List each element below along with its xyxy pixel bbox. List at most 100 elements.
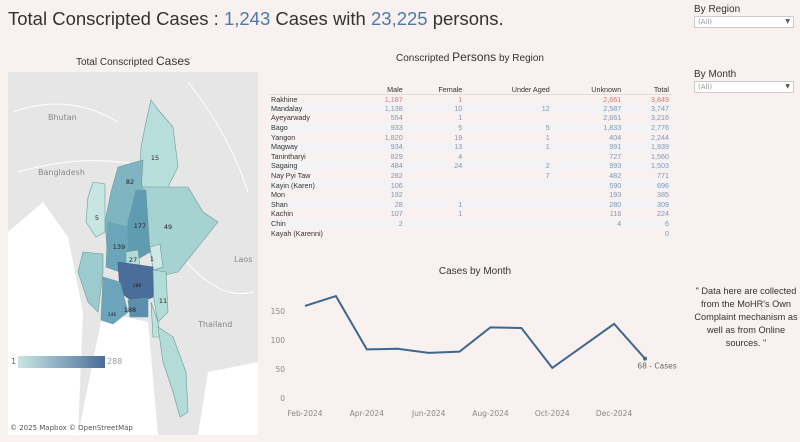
map-svg: Bhutan Bangladesh Laos Thailand 15 82 5 … [8,72,258,435]
table-row[interactable]: Tanintharyi 829 4 727 1,560 [268,152,672,162]
region-map[interactable]: Bhutan Bangladesh Laos Thailand 15 82 5 … [8,72,258,435]
region-rakhine[interactable] [77,251,104,313]
x-tick-label: Jun-2024 [411,409,446,418]
cell-value: 2 [358,218,406,229]
legend-min: 1 [11,357,17,366]
region-name: Magway [268,141,358,152]
table-row[interactable]: Sagaing 484 24 2 993 1,503 [268,161,672,171]
table-row[interactable]: Bago 933 5 5 1,833 2,776 [268,122,672,133]
place-label-bhutan: Bhutan [48,113,77,122]
table-row[interactable]: Nay Pyi Taw 282 7 482 771 [268,171,672,181]
borders [12,81,254,295]
cell-value: 3,747 [624,103,672,114]
map-value-kayah: 1 [150,255,154,263]
region-filter-dropdown[interactable]: (All) ▼ [694,16,794,28]
cell-value [465,113,552,123]
data-point[interactable] [643,356,647,361]
table-title-part: by Region [496,53,544,64]
data-source-note: " Data here are collected from the MoHR'… [694,286,798,348]
map-value-shan: 49 [164,223,172,231]
region-kayah[interactable] [149,243,164,271]
region-kayin[interactable] [152,269,169,323]
x-tick-label: Oct-2024 [535,409,570,418]
region-name: Chin [268,218,358,229]
cases-by-month-chart[interactable]: 0 50 100 150 Feb-2024 Apr-2024 Jun-2024 Aug-202… [265,280,685,420]
cell-value: 2,244 [651,132,669,142]
map-value-ayeyarwady: 146 [108,312,117,318]
cases-count: 1,243 [223,8,271,29]
cell-value: 829 [390,151,403,161]
region-yangon[interactable] [127,297,149,318]
region-chin[interactable] [85,181,106,238]
cell-value: 1 [458,94,463,104]
cell-value: 224 [657,209,669,219]
column-header [268,80,358,95]
sea-bay-of-bengal [8,202,83,435]
month-filter-dropdown[interactable]: (All) ▼ [694,81,794,93]
dropdown-arrow-icon: ▼ [785,83,790,90]
region-name: Kachin [271,209,293,219]
table-row[interactable]: Kayin (Karen) 106 590 696 [268,180,672,190]
cell-value [406,171,466,181]
cell-value: 727 [609,151,622,161]
table-title-part: Persons [452,50,497,64]
cell-value [465,152,552,162]
map-title: Total Conscripted Cases [8,54,258,68]
region-name: Sagaing [268,161,358,171]
table-row[interactable]: Yangon 1,820 19 1 404 2,244 [268,132,672,142]
column-header: Unknown [552,80,625,95]
cell-value [465,209,552,219]
region-name: Nay Pyi Taw [271,171,311,181]
cell-value: 309 [624,199,672,210]
cell-value: 1,820 [384,132,403,142]
table-row[interactable]: Mon 192 193 385 [268,190,672,200]
region-name: Bago [268,122,358,133]
cell-value: 2 [465,161,553,171]
cell-value [358,228,406,238]
table-row[interactable]: Kayah (Karenni) 0 [268,228,672,238]
map-title-part: Total Conscripted [75,57,157,68]
cell-value: 590 [552,180,625,190]
cell-value: 1,833 [552,122,625,133]
table-row[interactable]: Shan 28 1 280 309 [268,199,672,210]
cell-value: 12 [465,103,553,114]
cell-value: 4 [458,151,463,161]
table-title: Conscripted Persons by Region [265,50,675,64]
table-row[interactable]: Magway 934 13 1 991 1,939 [268,141,672,152]
cell-value: 385 [657,190,669,200]
x-tick-label: Dec-2024 [596,409,633,418]
cell-value [406,190,466,200]
cell-value: 116 [609,209,622,219]
month-filter-value: (All) [698,83,713,91]
cell-value: 696 [624,180,672,190]
region-ayeyarwady[interactable] [100,276,129,325]
table-row[interactable]: Rakhine 1,187 1 2,661 3,849 [268,94,672,104]
cell-value: 1 [465,141,553,152]
cell-value: 482 [609,171,622,181]
place-label-bangladesh: Bangladesh [38,168,85,177]
title-suffix: persons. [427,8,504,29]
cell-value [553,228,625,238]
month-filter-label: By Month [694,69,737,80]
region-tanintharyi[interactable] [157,326,189,418]
map-value-chin: 5 [95,214,99,222]
cell-value: 2,661 [603,94,622,104]
column-header: Total [624,80,672,95]
map-value-bago: 288 [133,283,142,289]
cell-value: 5 [405,122,466,133]
table-row[interactable]: Kachin 107 1 116 224 [268,209,672,219]
cell-value: 934 [358,141,406,152]
table-row[interactable]: Mandalay 1,138 10 12 2,587 3,747 [268,103,672,114]
region-name: Shan [268,199,358,210]
map-attribution[interactable]: © 2025 Mapbox © OpenStreetMap [10,424,133,432]
cell-value: 1,187 [384,94,403,104]
cell-value: 4 [552,218,625,229]
cell-value: 24 [405,161,466,171]
region-mandalay[interactable] [125,189,151,263]
table-row[interactable]: Chin 2 4 6 [268,218,672,229]
cell-value [465,94,552,104]
table-row[interactable]: Ayeyarwady 554 1 2,661 3,216 [268,113,672,123]
cell-value: 1,560 [651,151,669,161]
region-filter-value: (All) [698,18,713,26]
region-name: Ayeyarwady [271,113,311,123]
